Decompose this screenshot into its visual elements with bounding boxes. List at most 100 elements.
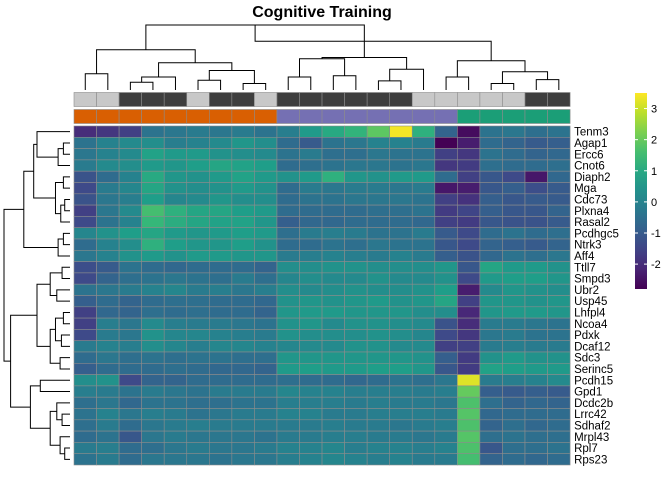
heatmap-cell xyxy=(344,351,368,364)
heatmap-cell xyxy=(118,306,142,319)
heatmap-cell xyxy=(299,148,323,161)
heatmap-cell xyxy=(231,351,255,364)
dendrogram-branch xyxy=(141,76,176,90)
heatmap-cell xyxy=(96,306,120,319)
dendrogram-branch xyxy=(129,81,154,90)
heatmap-cell xyxy=(163,227,188,240)
annotation-cell-condition xyxy=(434,109,458,124)
heatmap-cell xyxy=(344,396,368,409)
heatmap-cell xyxy=(479,272,503,285)
column-dendrogram xyxy=(84,24,560,90)
heatmap-cell xyxy=(141,295,165,308)
dendrogram-branch xyxy=(490,83,515,90)
heatmap-cell xyxy=(321,317,345,330)
heatmap-cell xyxy=(186,170,210,183)
heatmap-cell xyxy=(366,125,390,138)
heatmap-cell xyxy=(344,329,368,341)
heatmap-cell xyxy=(524,442,548,454)
heatmap-cell xyxy=(163,362,188,375)
heatmap-cell xyxy=(141,351,165,364)
heatmap-cell xyxy=(321,159,345,172)
heatmap-cell xyxy=(163,430,188,443)
heatmap-cell xyxy=(502,374,526,387)
heatmap-cell xyxy=(344,374,368,387)
heatmap-cell xyxy=(118,193,142,206)
heatmap-cell xyxy=(389,408,413,421)
heatmap-cell xyxy=(344,250,368,262)
annotation-cell-condition xyxy=(411,109,436,124)
annotation-cell-group xyxy=(231,92,255,107)
heatmap-cell xyxy=(502,125,526,138)
heatmap-cell xyxy=(344,283,368,296)
heatmap-cell xyxy=(389,159,413,172)
heatmap-cell xyxy=(524,159,548,172)
heatmap-cell xyxy=(457,453,481,466)
heatmap-cell xyxy=(321,193,345,206)
heatmap-cell xyxy=(209,374,233,387)
heatmap-cell xyxy=(502,227,526,240)
heatmap-cell xyxy=(389,374,413,387)
heatmap-cell xyxy=(547,362,571,375)
heatmap-cell xyxy=(96,159,120,172)
heatmap-cell xyxy=(366,396,390,409)
heatmap-cell xyxy=(276,374,300,387)
heatmap-cell xyxy=(96,238,120,251)
heatmap-cell xyxy=(96,295,120,308)
heatmap-cell xyxy=(118,283,142,296)
heatmap-cell xyxy=(254,408,278,421)
heatmap-cell xyxy=(276,306,300,319)
heatmap-cell xyxy=(502,442,526,454)
heatmap-cell xyxy=(163,408,188,421)
heatmap-cell xyxy=(186,351,210,364)
dendrogram-branch xyxy=(59,357,70,370)
heatmap-cell xyxy=(299,340,323,353)
heatmap-cell xyxy=(163,442,188,454)
heatmap-cell xyxy=(389,419,413,432)
heatmap-cell xyxy=(524,374,548,387)
heatmap-cell xyxy=(389,340,413,353)
heatmap-cell xyxy=(344,362,368,375)
heatmap-cell xyxy=(366,148,390,161)
heatmap-cell xyxy=(118,317,142,330)
heatmap-cell xyxy=(73,159,97,172)
heatmap-cell xyxy=(366,204,390,217)
heatmap-cell xyxy=(186,396,210,409)
annotation-cell-condition xyxy=(502,109,526,124)
heatmap-cell xyxy=(276,385,300,398)
dendrogram-branch xyxy=(23,170,59,248)
heatmap-cell xyxy=(547,250,571,262)
heatmap-cell xyxy=(479,317,503,330)
heatmap-cell xyxy=(231,317,255,330)
dendrogram-branch xyxy=(60,334,70,347)
heatmap-cell xyxy=(434,385,458,398)
heatmap-cell xyxy=(209,170,233,183)
annotation-cell-condition xyxy=(299,109,323,124)
heatmap-cell xyxy=(254,295,278,308)
heatmap-cell xyxy=(118,408,142,421)
heatmap-cell xyxy=(276,340,300,353)
heatmap-cell xyxy=(502,182,526,195)
annotation-cell-condition xyxy=(118,109,142,124)
annotation-cell-condition xyxy=(96,109,120,124)
annotation-cell-condition xyxy=(163,109,188,124)
heatmap-cell xyxy=(344,137,368,149)
heatmap-cell xyxy=(366,170,390,183)
heatmap-cell xyxy=(254,442,278,454)
heatmap-cell xyxy=(547,385,571,398)
heatmap-cell xyxy=(163,329,188,341)
heatmap-cell xyxy=(411,374,436,387)
heatmap-cell xyxy=(231,329,255,341)
heatmap-cell xyxy=(141,329,165,341)
row-label: Rpl7 xyxy=(574,443,598,455)
heatmap-cell xyxy=(389,385,413,398)
heatmap-cell xyxy=(96,137,120,149)
heatmap-cell xyxy=(502,283,526,296)
heatmap-cell xyxy=(502,362,526,375)
heatmap-cell xyxy=(411,408,436,421)
row-label: Serinc5 xyxy=(574,364,613,376)
heatmap-cell xyxy=(547,272,571,285)
heatmap-cell xyxy=(434,442,458,454)
heatmap-cell xyxy=(254,159,278,172)
heatmap-cell xyxy=(118,204,142,217)
heatmap-cell xyxy=(254,261,278,274)
